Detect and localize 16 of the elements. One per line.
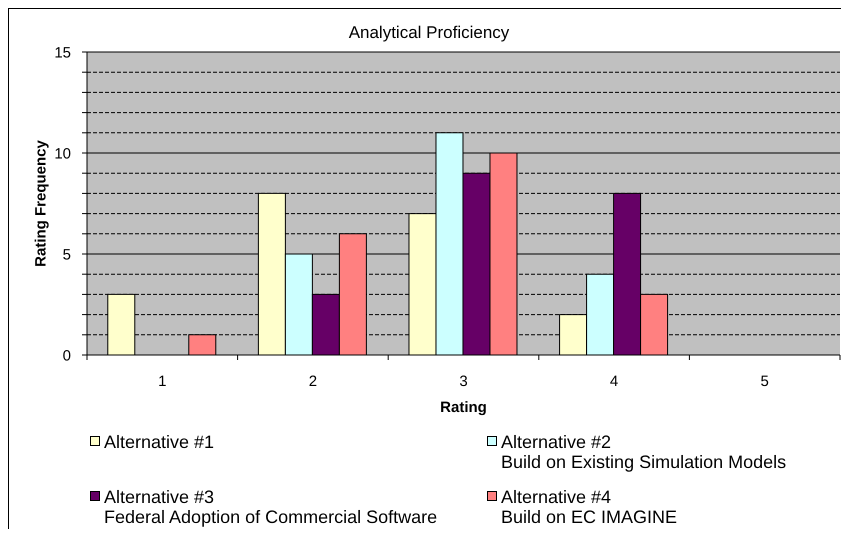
legend-label: Alternative #1 <box>104 432 216 452</box>
x-axis-title: Rating <box>440 399 487 416</box>
chart-title: Analytical Proficiency <box>348 23 510 43</box>
y-axis-title: Rating Frequency <box>32 140 50 267</box>
x-tick-label: 5 <box>760 373 769 390</box>
x-tick-label: 4 <box>610 373 618 390</box>
y-tick-label: 15 <box>54 44 71 62</box>
y-tick-label: 5 <box>62 246 71 264</box>
y-tick-label: 10 <box>54 145 71 162</box>
x-tick-label: 2 <box>308 373 318 390</box>
legend-label: Alternative #4 Build on EC IMAGINE <box>501 487 678 527</box>
x-tick-label: 3 <box>459 373 468 390</box>
legend-label: Alternative #2 Build on Existing Simulation Models <box>501 432 788 472</box>
y-tick-label: 0 <box>62 347 71 364</box>
x-tick-label: 1 <box>158 373 166 390</box>
legend-label: Alternative #3 Federal Adoption of Commercial Software <box>104 487 438 527</box>
